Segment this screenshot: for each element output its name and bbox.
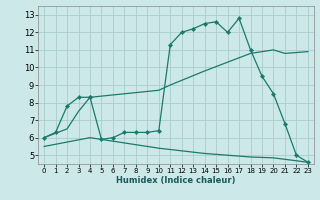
X-axis label: Humidex (Indice chaleur): Humidex (Indice chaleur) [116, 176, 236, 185]
